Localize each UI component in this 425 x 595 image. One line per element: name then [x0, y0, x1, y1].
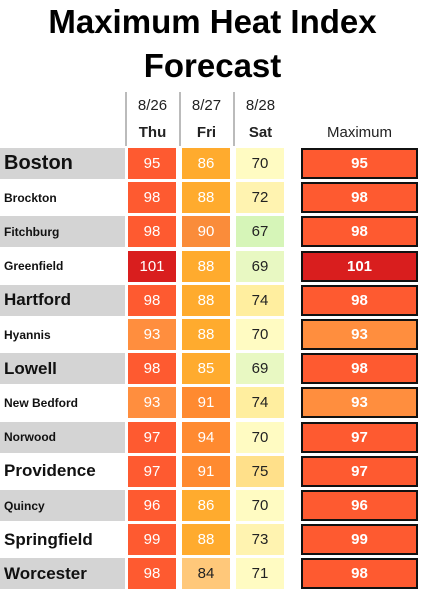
city-name: Norwood — [0, 421, 125, 453]
maximum-cell: 101 — [301, 250, 418, 282]
maximum-cell: 98 — [301, 353, 418, 385]
title: Maximum Heat Index Forecast — [48, 3, 377, 84]
city-name: Hartford — [0, 284, 125, 316]
value-cell: 69 — [236, 250, 284, 282]
city-name: Hyannis — [0, 319, 125, 350]
value-cell: 96 — [128, 490, 176, 521]
value-cell: 84 — [182, 558, 230, 590]
value-cell: 72 — [236, 182, 284, 214]
maximum-cell: 98 — [301, 182, 418, 214]
city-name: New Bedford — [0, 387, 125, 419]
maximum-cell: 93 — [301, 319, 418, 350]
value-cell: 98 — [128, 182, 176, 214]
maximum-cell: 93 — [301, 387, 418, 419]
city-name: Providence — [0, 455, 125, 487]
maximum-header: Maximum — [326, 123, 392, 141]
date-header: 8/27 — [179, 92, 232, 118]
value-cell: 99 — [128, 524, 176, 556]
value-cell: 93 — [128, 319, 176, 350]
city-name: Worcester — [0, 558, 125, 590]
value-cell: 70 — [236, 421, 284, 453]
value-cell: 86 — [182, 490, 230, 521]
day-header: Sat — [233, 118, 286, 146]
value-cell: 97 — [128, 455, 176, 487]
city-name: Brockton — [0, 182, 125, 214]
city-name: Fitchburg — [0, 216, 125, 248]
value-cell: 88 — [182, 524, 230, 556]
city-name: Boston — [0, 148, 125, 179]
date-header: 8/26 — [125, 92, 178, 118]
date-header: 8/28 — [233, 92, 286, 118]
maximum-cell: 98 — [301, 284, 418, 316]
value-cell: 74 — [236, 284, 284, 316]
value-cell: 91 — [182, 455, 230, 487]
value-cell: 70 — [236, 319, 284, 350]
value-cell: 85 — [182, 353, 230, 385]
value-cell: 75 — [236, 455, 284, 487]
city-name: Greenfield — [0, 250, 125, 282]
maximum-cell: 98 — [301, 558, 418, 590]
value-cell: 101 — [128, 250, 176, 282]
value-cell: 90 — [182, 216, 230, 248]
value-cell: 74 — [236, 387, 284, 419]
value-cell: 86 — [182, 148, 230, 179]
maximum-cell: 97 — [301, 455, 418, 487]
value-cell: 98 — [128, 353, 176, 385]
maximum-cell: 97 — [301, 421, 418, 453]
value-cell: 88 — [182, 250, 230, 282]
value-cell: 70 — [236, 148, 284, 179]
value-cell: 73 — [236, 524, 284, 556]
maximum-cell: 95 — [301, 148, 418, 179]
value-cell: 97 — [128, 421, 176, 453]
city-name: Quincy — [0, 490, 125, 521]
value-cell: 94 — [182, 421, 230, 453]
maximum-cell: 96 — [301, 490, 418, 521]
value-cell: 88 — [182, 284, 230, 316]
value-cell: 88 — [182, 182, 230, 214]
value-cell: 69 — [236, 353, 284, 385]
city-name: Springfield — [0, 524, 125, 556]
value-cell: 98 — [128, 558, 176, 590]
value-cell: 91 — [182, 387, 230, 419]
value-cell: 67 — [236, 216, 284, 248]
maximum-cell: 98 — [301, 216, 418, 248]
city-name: Lowell — [0, 353, 125, 385]
value-cell: 70 — [236, 490, 284, 521]
day-header: Thu — [125, 118, 178, 146]
value-cell: 93 — [128, 387, 176, 419]
value-cell: 88 — [182, 319, 230, 350]
value-cell: 95 — [128, 148, 176, 179]
value-cell: 98 — [128, 284, 176, 316]
value-cell: 98 — [128, 216, 176, 248]
maximum-cell: 99 — [301, 524, 418, 556]
value-cell: 71 — [236, 558, 284, 590]
day-header: Fri — [179, 118, 232, 146]
